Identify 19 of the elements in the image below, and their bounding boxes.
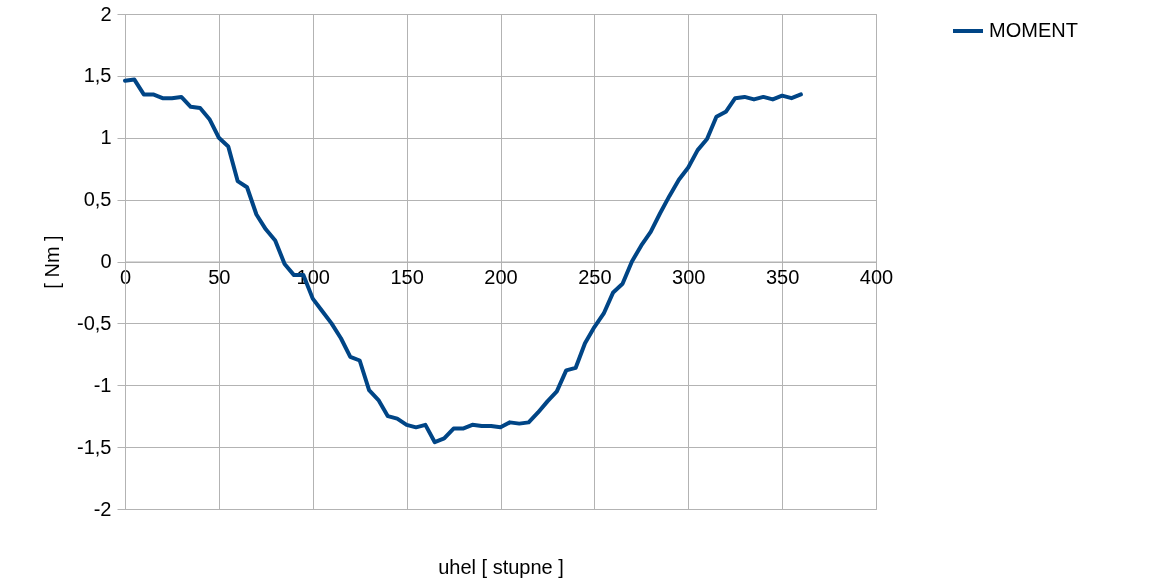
y-tick-label: -1 [93, 373, 112, 396]
legend-label: MOMENT [989, 19, 1078, 41]
y-tick-label: 2 [100, 2, 112, 25]
x-tick-label: 300 [672, 266, 706, 288]
x-tick-label: 250 [578, 266, 612, 288]
x-tick-label: 350 [765, 266, 800, 288]
x-tick-label: 200 [484, 266, 518, 288]
x-tick-label: 50 [208, 266, 231, 288]
y-tick-label: -1,5 [77, 435, 112, 458]
y-tick-label: 0 [100, 250, 112, 272]
y-tick-label: -0,5 [77, 311, 112, 334]
y-tick-label: 1 [100, 126, 112, 149]
y-tick-label: 0,5 [83, 188, 112, 211]
x-tick-label: 150 [390, 266, 424, 288]
y-tick-label: -2 [93, 497, 112, 520]
x-tick-label: 400 [859, 266, 894, 288]
y-axis-title: [ Nm ] [41, 235, 64, 289]
y-tick-label: 1,5 [83, 64, 112, 87]
x-axis-title: uhel [ stupne ] [438, 555, 564, 578]
